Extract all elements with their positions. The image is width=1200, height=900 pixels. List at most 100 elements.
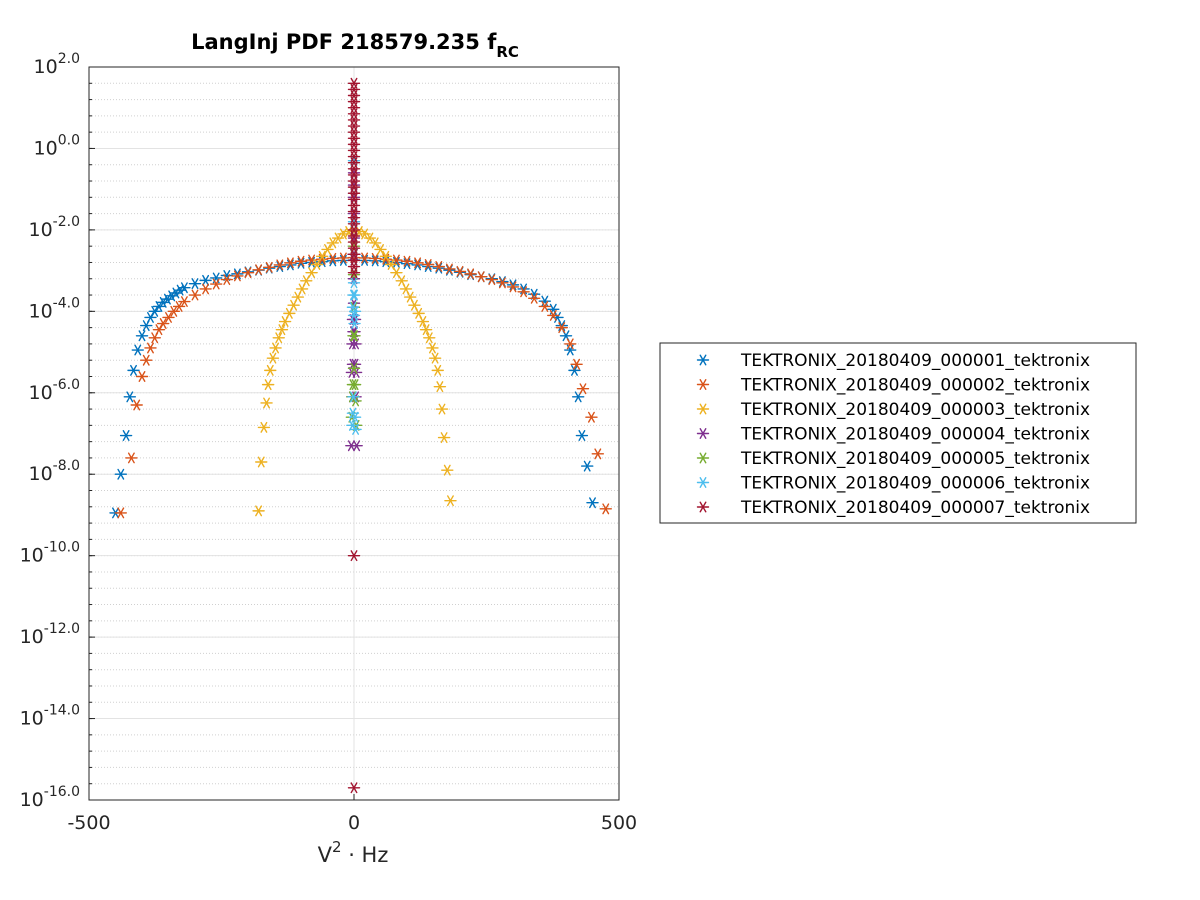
data-point bbox=[547, 309, 560, 321]
data-point bbox=[400, 255, 414, 267]
data-point bbox=[347, 267, 361, 279]
data-point bbox=[400, 258, 414, 270]
data-point bbox=[326, 237, 339, 249]
data-point bbox=[337, 254, 350, 266]
data-point bbox=[130, 399, 143, 411]
data-point bbox=[152, 300, 166, 312]
legend-label: TEKTRONIX_20180409_000004_tektronix bbox=[740, 425, 1090, 445]
data-point bbox=[125, 452, 138, 464]
data-point bbox=[144, 342, 157, 354]
data-point bbox=[591, 448, 604, 460]
data-point bbox=[310, 259, 324, 270]
data-point bbox=[260, 397, 273, 409]
data-point bbox=[586, 497, 599, 509]
data-point bbox=[423, 332, 436, 344]
data-point bbox=[348, 330, 361, 342]
data-point bbox=[517, 286, 530, 298]
data-point bbox=[209, 278, 223, 290]
x-tick-label: -500 bbox=[67, 812, 110, 834]
y-tick-label: 10-2.0 bbox=[28, 214, 80, 241]
data-point bbox=[275, 324, 289, 336]
legend-box bbox=[659, 342, 1137, 524]
data-point bbox=[347, 782, 361, 794]
data-point bbox=[252, 505, 265, 517]
data-point bbox=[444, 495, 457, 507]
data-point bbox=[257, 421, 271, 433]
data-point bbox=[264, 364, 277, 376]
data-point bbox=[305, 267, 318, 279]
data-point bbox=[585, 411, 598, 423]
data-point bbox=[162, 311, 175, 323]
y-tick-label: 10-10.0 bbox=[20, 540, 80, 567]
data-point bbox=[496, 277, 509, 289]
data-point bbox=[269, 342, 282, 354]
y-tick-label: 10-6.0 bbox=[28, 377, 80, 404]
data-point bbox=[374, 243, 387, 255]
data-point bbox=[347, 155, 361, 167]
legend-marker bbox=[696, 428, 710, 439]
y-tick-label: 102.0 bbox=[34, 51, 80, 78]
data-point bbox=[348, 289, 361, 301]
data-point bbox=[411, 259, 424, 271]
data-point bbox=[348, 318, 361, 330]
data-point bbox=[305, 254, 318, 266]
data-point bbox=[431, 364, 444, 376]
data-point bbox=[419, 324, 433, 336]
data-point bbox=[119, 430, 133, 441]
data-point bbox=[173, 284, 187, 296]
data-point bbox=[261, 379, 275, 391]
x-tick-label: 0 bbox=[348, 812, 360, 834]
data-point bbox=[347, 277, 361, 289]
legend-label: TEKTRONIX_20180409_000002_tektronix bbox=[740, 376, 1090, 396]
data-point bbox=[349, 423, 362, 435]
data-point bbox=[564, 338, 577, 350]
data-point bbox=[337, 252, 350, 264]
data-point bbox=[433, 381, 447, 393]
legend-label: TEKTRONIX_20180409_000005_tektronix bbox=[740, 449, 1090, 469]
data-point bbox=[363, 232, 377, 244]
data-point bbox=[140, 354, 153, 366]
data-point bbox=[390, 267, 403, 279]
data-point bbox=[272, 332, 285, 344]
data-point bbox=[428, 352, 442, 364]
data-point bbox=[347, 216, 361, 228]
data-point bbox=[426, 342, 439, 354]
data-point bbox=[599, 503, 612, 515]
data-point bbox=[273, 261, 286, 273]
series-layer bbox=[109, 77, 612, 794]
data-point bbox=[347, 391, 360, 403]
data-point bbox=[485, 274, 498, 286]
data-point bbox=[167, 305, 181, 317]
data-point bbox=[148, 305, 161, 317]
data-point bbox=[199, 283, 212, 295]
legend-label: TEKTRONIX_20180409_000007_tektronix bbox=[740, 498, 1090, 518]
data-point bbox=[348, 305, 362, 317]
data-point bbox=[506, 279, 520, 291]
series-2 bbox=[114, 252, 612, 519]
data-point bbox=[350, 440, 363, 452]
data-point bbox=[443, 263, 456, 275]
data-point bbox=[294, 255, 308, 267]
data-point bbox=[435, 403, 449, 415]
y-tick-label: 100.0 bbox=[34, 132, 80, 159]
data-point bbox=[422, 259, 435, 270]
data-point bbox=[231, 268, 244, 280]
data-point bbox=[178, 282, 191, 294]
y-tick-label: 10-8.0 bbox=[28, 458, 80, 485]
data-point bbox=[379, 250, 392, 262]
y-tick-label: 10-12.0 bbox=[20, 621, 80, 648]
data-point bbox=[358, 254, 371, 266]
legend-marker bbox=[696, 477, 710, 488]
data-point bbox=[188, 278, 202, 290]
data-point bbox=[220, 270, 234, 281]
data-point bbox=[273, 259, 286, 271]
data-point bbox=[131, 344, 144, 356]
data-point bbox=[266, 352, 280, 364]
data-point bbox=[263, 261, 276, 273]
data-point bbox=[114, 468, 128, 480]
data-point bbox=[570, 358, 583, 370]
data-point bbox=[358, 252, 371, 264]
data-point bbox=[300, 275, 313, 287]
y-tick-label: 10-16.0 bbox=[20, 784, 80, 811]
